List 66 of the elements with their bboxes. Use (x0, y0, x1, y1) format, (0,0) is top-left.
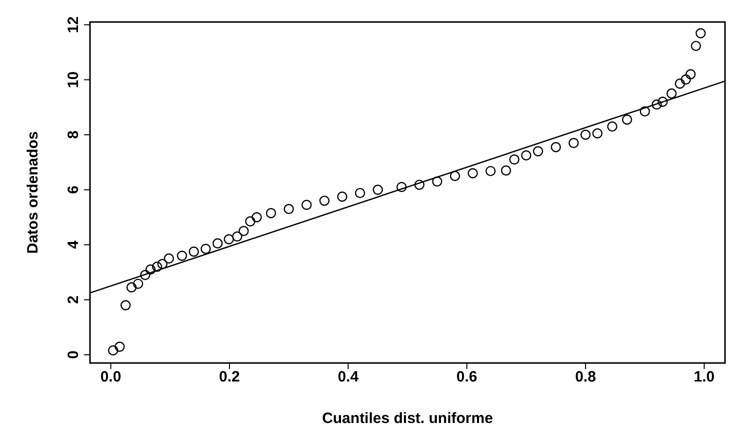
point (696, 28, 706, 38)
x-tick-label: 0.2 (219, 368, 240, 386)
point (200, 244, 211, 254)
point (414, 180, 424, 190)
point (176, 250, 188, 261)
y-tick-label: 0 (65, 350, 82, 359)
x-tick-label: 1.0 (694, 368, 715, 386)
y-tick-label: 2 (65, 296, 82, 304)
point (468, 168, 478, 178)
y-tick-label: 8 (65, 130, 82, 139)
point (284, 204, 294, 214)
point (580, 130, 591, 140)
x-tick-label: 0.8 (575, 368, 596, 386)
point (224, 234, 234, 244)
point (372, 184, 383, 195)
point (238, 226, 249, 236)
point (140, 270, 150, 280)
point (120, 300, 131, 310)
point (245, 216, 256, 226)
point (640, 106, 650, 116)
point (532, 146, 544, 156)
point (622, 114, 632, 125)
point (132, 278, 144, 289)
x-tick-label: 0.4 (338, 368, 360, 386)
y-tick-label: 12 (65, 16, 82, 34)
point (337, 192, 348, 202)
point (500, 165, 512, 176)
x-tick-label: 0.0 (100, 368, 122, 386)
point (319, 196, 330, 206)
point (592, 128, 603, 138)
y-tick-label: 10 (65, 71, 82, 88)
point (680, 74, 691, 85)
point (521, 150, 532, 160)
point (152, 262, 162, 272)
y-axis-title: Datos ordenados (24, 131, 42, 254)
point (607, 121, 618, 132)
point (568, 138, 579, 148)
point (509, 154, 520, 165)
point (145, 264, 156, 275)
point (188, 246, 199, 257)
point (164, 253, 174, 264)
y-tick-label: 4 (65, 240, 82, 249)
point (658, 96, 668, 107)
point (302, 200, 312, 210)
point (432, 176, 442, 187)
point (550, 142, 561, 152)
point (157, 258, 168, 270)
point (126, 282, 137, 292)
point (396, 182, 407, 192)
y-tick-label: 6 (65, 186, 82, 194)
x-axis-title: Cuantiles dist. uniforme (322, 410, 493, 427)
point (666, 88, 677, 99)
point (652, 99, 662, 110)
point (674, 78, 685, 89)
point (450, 170, 460, 182)
point (252, 212, 262, 222)
point (212, 238, 223, 248)
point (232, 231, 242, 242)
point (114, 342, 125, 352)
point (354, 188, 366, 198)
point (266, 208, 276, 218)
point (690, 40, 702, 52)
point (108, 345, 118, 356)
point (685, 69, 696, 80)
point (485, 166, 496, 176)
x-tick-label: 0.6 (456, 368, 478, 386)
